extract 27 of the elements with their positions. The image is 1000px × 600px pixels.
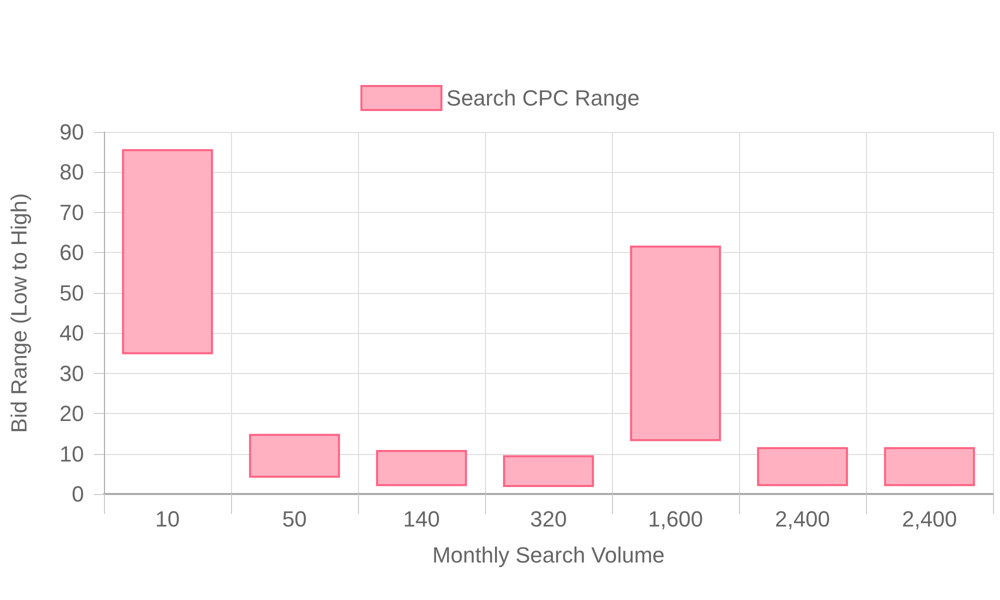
bar	[757, 447, 848, 486]
bar	[884, 447, 975, 486]
y-tick-label: 80	[60, 160, 84, 185]
x-tick-label: 10	[155, 506, 180, 532]
x-tick-label: 2,400	[774, 506, 830, 532]
bar	[503, 455, 594, 487]
y-tick-label: 30	[60, 360, 84, 386]
x-tick-label: 2,400	[902, 506, 958, 532]
y-tick-label: 60	[60, 240, 84, 266]
y-tick-label: 90	[60, 120, 84, 144]
y-tick-label: 70	[60, 200, 84, 225]
bar	[376, 450, 467, 486]
x-axis-title: Monthly Search Volume	[432, 542, 665, 568]
y-tick-label: 0	[72, 482, 84, 506]
x-tick-label: 1,600	[648, 506, 704, 532]
x-tick-label: 140	[403, 506, 440, 532]
y-axis-title: Bid Range (Low to High)	[6, 193, 32, 433]
y-tick-label: 40	[60, 320, 84, 346]
x-tick-label: 320	[530, 506, 567, 532]
bar	[249, 434, 340, 478]
y-tick-label: 50	[60, 280, 84, 306]
legend-label: Search CPC Range	[446, 86, 640, 110]
y-tick-label: 10	[60, 441, 84, 466]
bar	[122, 149, 213, 354]
x-tick-label: 50	[282, 506, 307, 532]
y-tick-label: 20	[60, 401, 84, 426]
bar	[630, 246, 721, 442]
